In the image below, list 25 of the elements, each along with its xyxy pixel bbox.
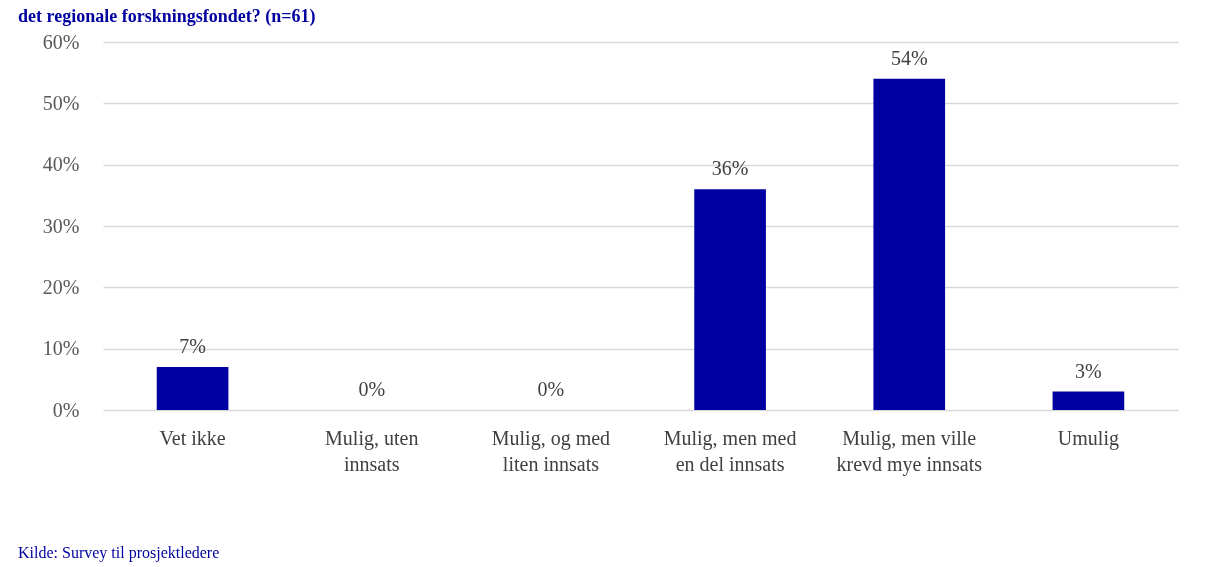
x-tick-label: Mulig, men med en del innsats	[663, 426, 797, 475]
y-tick-label: 10%	[42, 337, 80, 360]
chart-title: det regionale forskningsfondet? (n=61)	[18, 6, 316, 27]
data-label: 7%	[179, 335, 206, 358]
data-label: 0%	[358, 378, 386, 400]
y-tick-label: 50%	[42, 91, 80, 114]
y-tick-label: 40%	[42, 153, 80, 176]
x-tick-label: Mulig, uten innsats	[325, 426, 419, 475]
y-tick-label: 60%	[42, 30, 80, 53]
x-tick-label: Umulig	[1057, 426, 1119, 450]
x-tick-label: Mulig, og med liten innsats	[491, 426, 611, 475]
y-tick-label: 0%	[52, 398, 80, 421]
y-tick-label: 20%	[42, 275, 80, 298]
bar	[694, 189, 766, 410]
x-tick-label: Vet ikke	[159, 426, 226, 449]
text: Kilde: Survey til prosjektledere	[18, 544, 220, 562]
data-label: 36%	[711, 157, 749, 180]
x-tick-label: Mulig, men ville krevd mye innsats	[836, 426, 983, 476]
data-label: 54%	[890, 46, 928, 69]
data-label: 0%	[537, 378, 565, 400]
bar	[1052, 391, 1125, 410]
y-tick-label: 30%	[42, 214, 80, 237]
bar	[873, 78, 946, 410]
bar	[156, 367, 229, 410]
data-label: 3%	[1075, 359, 1102, 382]
